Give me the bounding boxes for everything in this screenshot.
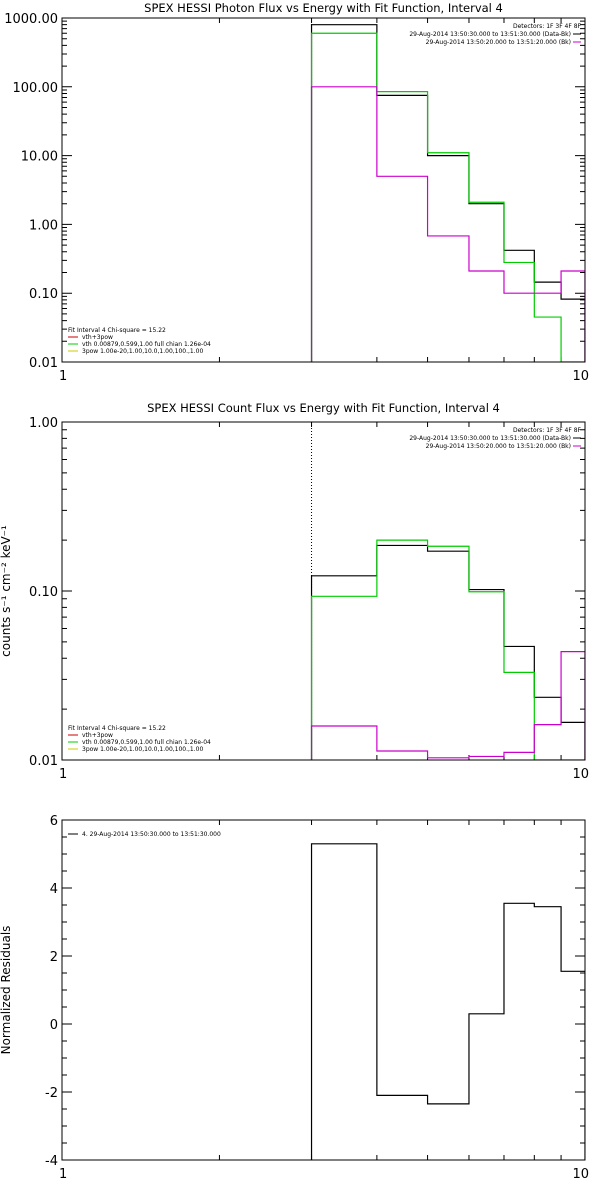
panel-1-title: SPEX HESSI Photon Flux vs Energy with Fi… [144,1,503,15]
panel-2-legend-left-label: vth+3pow [82,732,113,739]
panel-3-ytick-label: 6 [50,814,58,829]
panel-1-ytick-label: 0.10 [29,287,58,302]
panel-3-xtick-label: 10 [572,1167,589,1182]
panel-2-ytick-label: 0.01 [29,754,58,769]
panel-2-legend-left-label: 3pow 1.00e-20,1.00,10.0,1.00,100.,1.00 [82,746,203,753]
panel-3: Normalized Residuals 6 4 2 0 -2 -41 10 4. 29-Aug… [0,814,589,1182]
panel-3-ytick-label: -4 [45,1154,58,1169]
panel-1-ytick-label: 0.01 [29,356,58,371]
panel-3-ytick-label: 2 [50,950,58,965]
panel-1-legend-left-label: 3pow 1.00e-20,1.00,10.0,1.00,100.,1.00 [82,348,203,355]
panel-1-legend-left: Fit Interval 4 Chi-square = 15.22vth+3po… [68,327,211,355]
panel-3-frame [61,819,586,1161]
panel-3-series-group [310,843,585,1160]
panel-2-ytick-label: 1.00 [29,416,58,431]
panel-1-legend-right-label: 29-Aug-2014 13:50:20.000 to 13:51:20.000… [426,39,571,46]
panel-2: SPEX HESSI Count Flux vs Energy with Fit… [0,401,589,782]
panel-3-legend-left-label: 4. 29-Aug-2014 13:50:30.000 to 13:51:30.… [82,831,221,838]
panel-1-legend-left-label: Fit Interval 4 Chi-square = 15.22 [68,327,166,334]
panel-3-ytick-label: -2 [45,1086,58,1101]
panel-1-legend-right-label: 29-Aug-2014 13:50:30.000 to 13:51:30.000… [409,31,571,38]
panel-3-ticks [62,819,585,1161]
panel-3-ytick-label: 4 [50,882,58,897]
panel-2-frame [61,421,586,761]
panel-3-xtick-label: 1 [59,1167,67,1182]
panel-1-frame [61,17,586,363]
panel-1-xtick-label: 10 [572,369,589,384]
panel-1-xtick-label: 1 [59,369,67,384]
panel-1-series-2-line [310,32,585,362]
panel-2-legend-right-label: Detectors: 1F 3F 4F 8F [513,427,582,434]
panel-1-legend-left-label: vth 0.00879,0.599,1.00 full chian 1.26e-… [82,341,211,348]
panel-1-series-3-line [310,86,585,362]
panel-2-xtick-label: 1 [59,767,67,782]
panel-2-series-group [310,539,585,760]
panel-3-ytick-label: 0 [50,1018,58,1033]
panel-2-legend-right-label: 29-Aug-2014 13:50:20.000 to 13:51:20.000… [426,443,571,450]
panel-1-ytick-label: 1000.00 [4,12,58,27]
panel-1-ytick-label: 100.00 [13,81,59,96]
panel-2-series-3-line [310,650,585,760]
panel-3-legend-left: 4. 29-Aug-2014 13:50:30.000 to 13:51:30.… [68,831,221,838]
panel-2-ylabel: counts s⁻¹ cm⁻² keV⁻¹ [0,525,13,657]
panel-3-series-1-line [310,843,585,1160]
panel-1: SPEX HESSI Photon Flux vs Energy with Fi… [4,1,589,384]
panel-1-legend-left-label: vth+3pow [82,334,113,341]
panel-3-ylabel: Normalized Residuals [0,926,13,1055]
panel-2-xtick-label: 10 [572,767,589,782]
panel-2-title: SPEX HESSI Count Flux vs Energy with Fit… [147,401,500,415]
panel-2-ytick-label: 0.10 [29,585,58,600]
panel-1-ytick-label: 10.00 [21,150,58,165]
panel-2-legend-left-label: Fit Interval 4 Chi-square = 15.22 [68,725,166,732]
panel-2-legend-left: Fit Interval 4 Chi-square = 15.22vth+3po… [68,725,211,753]
panel-2-legend-right-label: 29-Aug-2014 13:50:30.000 to 13:51:30.000… [409,435,571,442]
panel-1-series-group [310,24,585,362]
panel-1-legend-right-label: Detectors: 1F 3F 4F 8F [513,23,582,30]
panel-1-ytick-label: 1.00 [29,218,58,233]
panel-2-legend-left-label: vth 0.00879,0.599,1.00 full chian 1.26e-… [82,739,211,746]
